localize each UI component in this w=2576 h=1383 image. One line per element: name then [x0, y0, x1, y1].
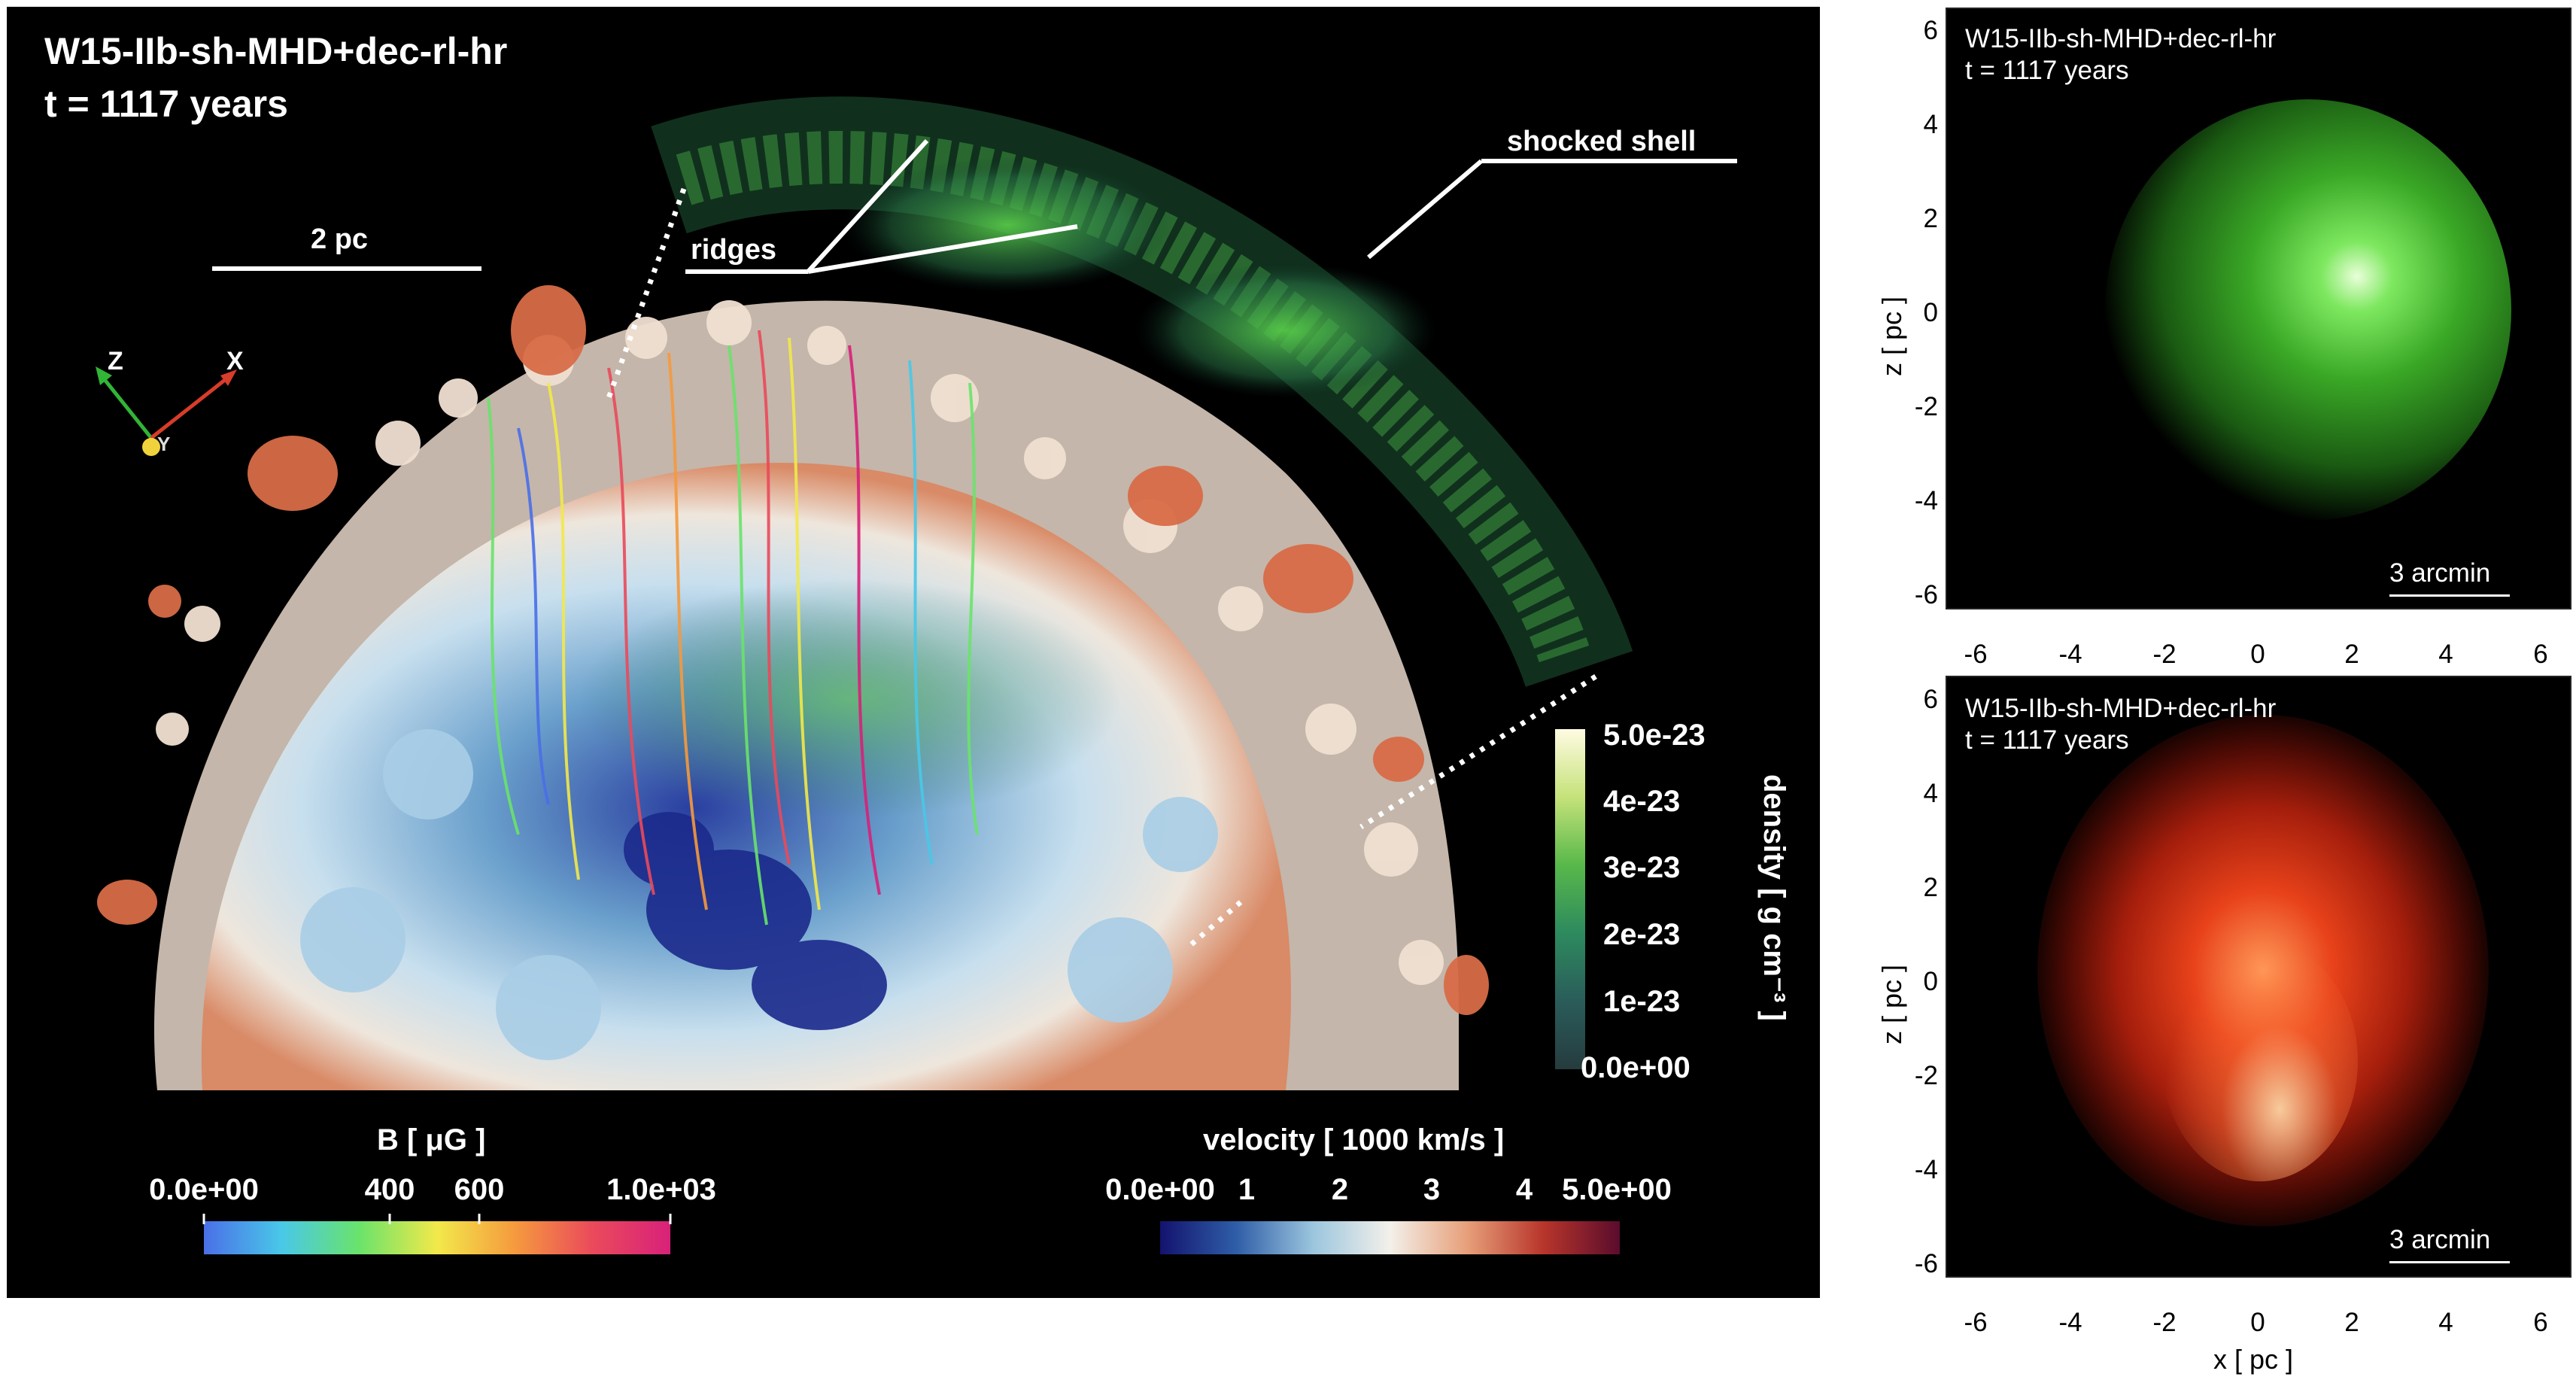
- bottom-xtick: -6: [1964, 1308, 1988, 1337]
- bottom-xtick: 6: [2533, 1308, 2548, 1337]
- render-scene: [96, 96, 1737, 1091]
- bottom-xtick: -4: [2058, 1308, 2082, 1337]
- panel-bottom-scale-label: 3 arcmin: [2389, 1225, 2491, 1254]
- red-emission-bright-region: [2162, 941, 2358, 1181]
- axis-z-label: Z: [108, 347, 123, 375]
- colorbar-velocity-tick: 4: [1515, 1173, 1533, 1206]
- colorbar-velocity-tick: 3: [1423, 1173, 1441, 1206]
- panel-bottom-title: W15-IIb-sh-MHD+dec-rl-hr: [1965, 694, 2277, 723]
- scale-bar-label: 2 pc: [311, 223, 369, 255]
- top-ytick: -6: [1914, 580, 1938, 609]
- colorbar-b: [204, 1221, 670, 1254]
- bottom-ytick: 0: [1923, 967, 1938, 996]
- colorbar-b-tick: 0.0e+00: [149, 1173, 259, 1206]
- bottom-xtick: -2: [2152, 1308, 2177, 1337]
- colorbar-velocity-tick: 5.0e+00: [1562, 1173, 1672, 1206]
- top-ytick: 4: [1923, 110, 1938, 139]
- colorbar-density-title: density [ g cm⁻³ ]: [1757, 774, 1791, 1021]
- colorbar-density-tick: 1e-23: [1603, 985, 1681, 1018]
- top-xtick: -6: [1964, 640, 1988, 669]
- panel-top-scale-label: 3 arcmin: [2389, 558, 2491, 588]
- projection-panel-bottom: W15-IIb-sh-MHD+dec-rl-hr t = 1117 years …: [1946, 676, 2571, 1278]
- top-ytick: -4: [1914, 486, 1938, 515]
- colorbar-b-tick: 600: [454, 1173, 505, 1206]
- colorbar-velocity: [1160, 1221, 1620, 1254]
- top-xtick: 0: [2250, 640, 2265, 669]
- green-emission-map: [2105, 99, 2511, 521]
- axis-x-label: X: [226, 347, 244, 375]
- colorbar-b-tick: 1.0e+03: [606, 1173, 716, 1206]
- colorbar-velocity-tick: 0.0e+00: [1105, 1173, 1215, 1206]
- bottom-xlabel: x [ pc ]: [2213, 1344, 2294, 1375]
- bottom-ytick: 4: [1923, 779, 1938, 808]
- simulation-render: W15-IIb-sh-MHD+dec-rl-hr t = 1117 years …: [7, 7, 1820, 1298]
- panel-bottom-scale-bar: [2389, 1261, 2510, 1263]
- shocked-shell-label: shocked shell: [1507, 126, 1697, 157]
- render-time: t = 1117 years: [44, 83, 288, 125]
- axis-y-label: Y: [157, 433, 171, 455]
- panel-top-title: W15-IIb-sh-MHD+dec-rl-hr: [1965, 24, 2277, 53]
- bottom-ytick: 2: [1923, 873, 1938, 902]
- render-title: W15-IIb-sh-MHD+dec-rl-hr: [44, 30, 508, 72]
- colorbar-density-tick: 4e-23: [1603, 785, 1681, 818]
- bottom-xtick: 2: [2344, 1308, 2359, 1337]
- colorbar-density-tick: 2e-23: [1603, 918, 1681, 951]
- colorbar-b-tick: 400: [364, 1173, 415, 1206]
- projection-panel-top: W15-IIb-sh-MHD+dec-rl-hr t = 1117 years …: [1946, 8, 2571, 609]
- top-ylabel: z [ pc ]: [1876, 296, 1907, 376]
- colorbar-density-tick: 0.0e+00: [1581, 1051, 1690, 1084]
- panel-top-scale-bar: [2389, 594, 2510, 597]
- bottom-xtick: 0: [2250, 1308, 2265, 1337]
- panel-top-time: t = 1117 years: [1965, 56, 2129, 85]
- colorbar-velocity-tick: 1: [1238, 1173, 1256, 1206]
- ridges-label: ridges: [691, 234, 777, 266]
- top-ytick: 0: [1923, 298, 1938, 327]
- bottom-ytick: -4: [1914, 1155, 1938, 1184]
- bottom-ytick: -6: [1914, 1249, 1938, 1278]
- top-xtick: 6: [2533, 640, 2548, 669]
- top-xtick: 2: [2344, 640, 2359, 669]
- bottom-ylabel: z [ pc ]: [1876, 964, 1907, 1044]
- colorbar-density-tick: 5.0e-23: [1603, 719, 1706, 752]
- colorbar-velocity-tick: 2: [1331, 1173, 1349, 1206]
- orientation-axes: [96, 366, 237, 456]
- top-xtick: -2: [2152, 640, 2177, 669]
- top-ytick: -2: [1914, 392, 1938, 421]
- top-ytick: 6: [1923, 16, 1938, 45]
- panel-bottom-time: t = 1117 years: [1965, 725, 2129, 755]
- colorbar-density: [1555, 729, 1585, 1069]
- colorbar-density-tick: 3e-23: [1603, 851, 1681, 884]
- top-xtick: -4: [2058, 640, 2082, 669]
- top-ytick: 2: [1923, 204, 1938, 233]
- colorbar-velocity-title: velocity [ 1000 km/s ]: [1203, 1123, 1505, 1157]
- colorbar-b-ticks: [202, 1214, 672, 1224]
- colorbar-b-title: B [ μG ]: [377, 1123, 486, 1157]
- bottom-xtick: 4: [2438, 1308, 2453, 1337]
- top-xtick: 4: [2438, 640, 2453, 669]
- bottom-ytick: -2: [1914, 1061, 1938, 1090]
- bottom-ytick: 6: [1923, 685, 1938, 714]
